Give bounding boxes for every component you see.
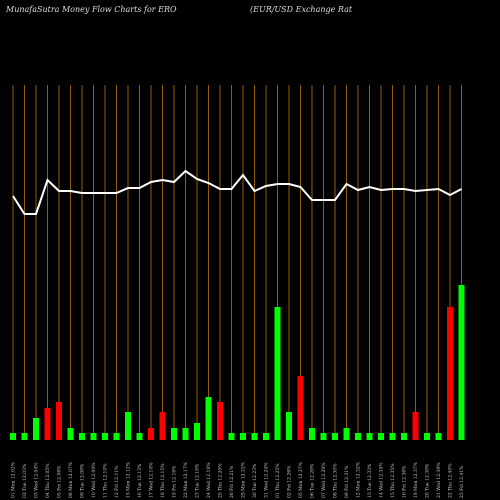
x-tick-label: 13 Tue 12.33%: [367, 463, 373, 498]
chart-title: MunafaSutra Money Flow Charts for ERO: [5, 5, 177, 14]
bar: [263, 433, 269, 440]
bar: [90, 433, 97, 440]
x-tick-label: 10 Wed 12.09%: [91, 462, 97, 498]
x-tick-label: 09 Tue 12.08%: [80, 463, 86, 498]
x-tick-label: 30 Tue 12.23%: [252, 463, 258, 498]
bar: [274, 307, 281, 440]
bar: [297, 376, 304, 440]
bar: [56, 402, 62, 440]
bar: [251, 433, 258, 440]
x-tick-label: 12 Fri 12.11%: [114, 465, 120, 498]
bar: [113, 433, 120, 440]
x-tick-label: 15 Thu 12.35%: [390, 463, 396, 498]
x-tick-label: 22 Mon 12.17%: [183, 461, 189, 498]
bar: [401, 433, 407, 440]
bar: [228, 433, 235, 440]
x-tick-label: 05 Fri 12.06%: [57, 465, 63, 498]
x-tick-label: 20 Tue 12.38%: [425, 463, 431, 498]
bar: [355, 433, 361, 440]
x-tick-label: 11 Thu 12.10%: [103, 463, 109, 498]
x-tick-label: 15 Mon 12.12%: [126, 461, 132, 498]
bar: [67, 428, 74, 440]
x-tick-label: 08 Thu 12.30%: [333, 463, 339, 498]
x-tick-label: 25 Thu 12.20%: [218, 463, 224, 498]
x-tick-label: 02 Tue 12.03%: [22, 463, 28, 498]
price-line: [12, 169, 462, 215]
bar: [33, 418, 39, 440]
bar: [102, 433, 108, 440]
bar: [10, 433, 16, 440]
x-tick-label: 23 Tue 12.18%: [195, 463, 201, 498]
x-tick-label: 01 Mon 12.02%: [11, 461, 17, 498]
x-tick-label: 03 Wed 12.04%: [34, 462, 40, 498]
bar: [79, 433, 85, 440]
x-tick-label: 21 Wed 12.39%: [436, 462, 442, 498]
bar: [378, 433, 384, 440]
x-tick-label: 16 Fri 12.36%: [402, 465, 408, 498]
bar: [136, 433, 143, 440]
bar: [424, 433, 430, 440]
x-tick-label: 07 Wed 12.29%: [321, 462, 327, 498]
bar: [435, 433, 442, 440]
x-tick-label: 04 Thu 12.05%: [45, 463, 51, 498]
x-tick-label: 14 Wed 12.34%: [379, 462, 385, 498]
x-tick-label: 06 Tue 12.28%: [310, 463, 316, 498]
x-tick-label: 01 Thu 12.25%: [275, 463, 281, 498]
bar: [320, 433, 327, 440]
bar: [412, 412, 419, 440]
chart-subtitle: (EUR/USD Exchange Rat: [250, 5, 353, 14]
x-tick-label: 19 Mon 12.37%: [413, 461, 419, 498]
bar: [343, 428, 350, 440]
bar: [205, 397, 212, 440]
x-tick-label: 09 Fri 12.31%: [344, 465, 350, 498]
bar: [240, 433, 246, 440]
x-tick-label: 19 Fri 12.16%: [172, 465, 178, 498]
bar: [332, 433, 338, 440]
x-tick-label: 16 Tue 12.13%: [137, 463, 143, 498]
bar: [447, 307, 453, 440]
x-tick-label: 29 Mon 12.22%: [241, 461, 247, 498]
x-tick-label: 17 Wed 12.14%: [149, 462, 155, 498]
bar: [194, 423, 200, 440]
bar: [366, 433, 373, 440]
x-tick-label: 31 Wed 12.24%: [264, 462, 270, 498]
x-tick-label: 22 Thu 12.40%: [448, 463, 454, 498]
bar: [458, 285, 465, 440]
bar: [159, 412, 166, 440]
bar: [44, 408, 51, 440]
x-tick-label: 18 Thu 12.15%: [160, 463, 166, 498]
bar: [182, 428, 189, 440]
bar: [309, 428, 315, 440]
x-tick-label: 24 Wed 12.19%: [206, 462, 212, 498]
bar: [21, 433, 28, 440]
x-tick-label: 26 Fri 12.21%: [229, 465, 235, 498]
bar: [286, 412, 292, 440]
bar: [217, 402, 223, 440]
x-tick-label: 02 Fri 12.26%: [287, 465, 293, 498]
x-tick-label: 05 Mon 12.27%: [298, 461, 304, 498]
bar: [389, 433, 396, 440]
bar: [171, 428, 177, 440]
x-tick-label: 08 Mon 12.07%: [68, 461, 74, 498]
x-tick-label: 23 Fri 12.41%: [459, 465, 465, 498]
x-tick-label: 12 Mon 12.32%: [356, 461, 362, 498]
bar: [125, 412, 131, 440]
bar: [148, 428, 154, 440]
